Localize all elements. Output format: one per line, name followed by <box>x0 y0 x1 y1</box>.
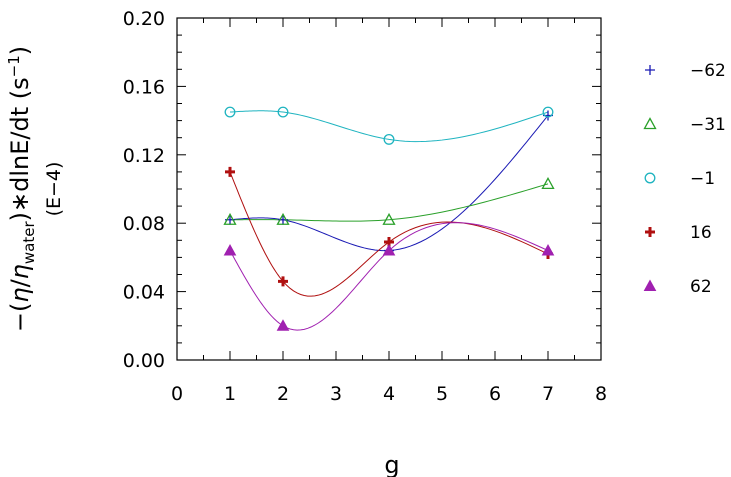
legend-marker <box>645 65 655 75</box>
x-tick-label: 1 <box>224 383 236 405</box>
legend-label: 62 <box>690 277 712 297</box>
data-point <box>278 276 288 287</box>
series-line <box>229 115 549 252</box>
data-point <box>382 212 396 225</box>
series-line <box>229 171 549 297</box>
series-line <box>229 110 549 143</box>
x-tick-label: 6 <box>489 383 501 405</box>
x-tick-label: 4 <box>383 383 395 405</box>
legend-marker <box>643 117 657 130</box>
data-point <box>541 177 555 190</box>
x-tick-label: 0 <box>171 383 183 405</box>
y-tick-label: 0.04 <box>123 282 165 304</box>
x-tick-label: 2 <box>277 383 289 405</box>
y-tick-label: 0.16 <box>123 76 165 98</box>
data-point <box>225 166 235 177</box>
x-tick-label: 3 <box>330 383 342 405</box>
y-tick-label: 0.08 <box>123 213 165 235</box>
series-line <box>229 222 549 331</box>
data-point <box>542 106 554 118</box>
y-tick-label: 0.12 <box>123 145 165 167</box>
data-point <box>276 212 290 225</box>
legend-label: −62 <box>690 61 726 81</box>
legend-marker <box>645 227 655 237</box>
x-axis-label: g <box>384 451 399 477</box>
data-point <box>224 106 236 118</box>
y-tick-label: 0.20 <box>123 8 165 30</box>
legend-marker <box>644 172 656 184</box>
x-tick-label: 7 <box>542 383 554 405</box>
x-tick-labels: 0 1 2 3 4 5 6 7 8 <box>171 383 607 405</box>
data-point <box>383 133 395 145</box>
y-axis-label: −(η/ηwater)∗dlnE/dt (s−1) <box>5 46 38 332</box>
legend-label: −1 <box>690 169 715 189</box>
data-point <box>382 244 396 256</box>
y-tick-labels: 0.00 0.04 0.08 0.12 0.16 0.20 <box>123 8 165 372</box>
x-tick-label: 5 <box>436 383 448 405</box>
data-point <box>276 319 290 331</box>
data-point <box>277 106 289 118</box>
data-point <box>223 212 237 225</box>
axis-ticks <box>176 17 602 361</box>
y-tick-label: 0.00 <box>123 350 165 372</box>
series-line <box>229 183 549 222</box>
data-point <box>223 244 237 256</box>
series-markers <box>223 106 555 331</box>
legend-label: −31 <box>690 115 726 135</box>
x-tick-label: 8 <box>595 383 607 405</box>
svg-text:−(η/ηwater)∗dlnE/dt (s−1): −(η/ηwater)∗dlnE/dt (s−1) <box>5 46 38 332</box>
data-point <box>541 244 555 256</box>
legend-marker <box>643 279 657 291</box>
series-lines <box>229 110 549 331</box>
legend: −62 −31 −1 16 62 <box>643 61 726 297</box>
legend-label: 16 <box>690 223 712 243</box>
plot-frame <box>176 17 602 361</box>
y-axis-scale-label: (E−4) <box>43 162 65 217</box>
